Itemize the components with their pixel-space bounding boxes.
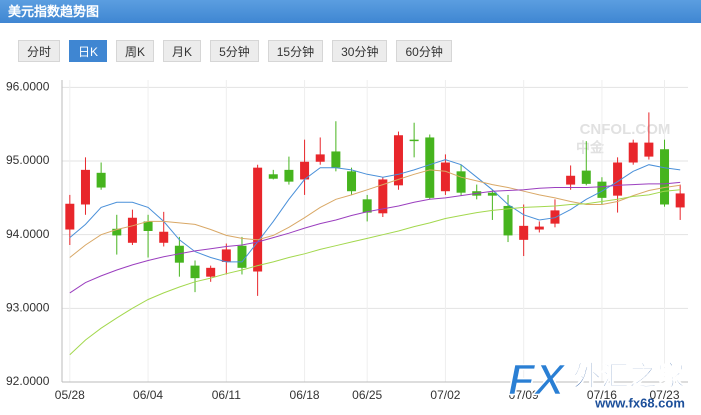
candle-body	[393, 135, 403, 186]
candle-body	[613, 162, 623, 196]
candle-body	[315, 154, 325, 162]
y-tick-label: 93.0000	[6, 301, 50, 315]
tab-bar: 分时 日K 周K 月K 5分钟 15分钟 30分钟 60分钟	[18, 40, 452, 62]
candle-body	[425, 137, 435, 198]
moving-average	[69, 181, 681, 294]
candle-body	[440, 162, 450, 192]
candle-body	[581, 170, 591, 184]
candle-body	[80, 169, 90, 205]
candle-body	[566, 175, 576, 185]
x-tick-label: 07/09	[509, 388, 539, 402]
candle-body	[409, 139, 419, 142]
candle-body	[534, 226, 544, 230]
x-tick-label: 05/28	[55, 388, 85, 402]
tab[interactable]: 日K	[69, 40, 108, 62]
candle-body	[456, 171, 466, 193]
candle-body	[331, 151, 341, 168]
x-tick-label: 06/18	[290, 388, 320, 402]
tab[interactable]: 周K	[116, 40, 155, 62]
candle-body	[221, 249, 231, 262]
candle-body	[519, 225, 529, 240]
candle-body	[347, 171, 357, 192]
tab[interactable]: 30分钟	[332, 40, 388, 62]
candle-body	[96, 172, 106, 188]
candle-body	[65, 203, 75, 230]
x-tick-label: 06/04	[133, 388, 163, 402]
logo-fx: FX	[508, 356, 567, 405]
x-tick-label: 06/11	[212, 388, 241, 402]
tab[interactable]: 60分钟	[396, 40, 452, 62]
candle-body	[487, 192, 497, 196]
watermark: CNFOL.COM 中金	[576, 121, 670, 156]
candle-body	[253, 167, 263, 272]
candle-body	[550, 210, 560, 224]
candle-body	[112, 228, 122, 236]
candle-body	[268, 174, 278, 179]
candle-body	[644, 142, 654, 157]
candle-body	[628, 142, 638, 163]
watermark-site-cn: 中金	[576, 140, 605, 156]
candle-body	[362, 199, 372, 213]
y-tick-label: 92.0000	[6, 374, 50, 388]
candle-body	[660, 149, 670, 205]
y-tick-label: 94.0000	[6, 227, 50, 241]
moving-average	[69, 189, 681, 356]
tab[interactable]: 15分钟	[267, 40, 324, 62]
x-tick-label: 07/02	[430, 388, 460, 402]
candle-body	[597, 181, 607, 198]
logo-cn: 外汇之家	[573, 359, 685, 391]
candle-body	[378, 179, 388, 214]
candle-body	[190, 265, 200, 279]
moving-average	[69, 169, 681, 258]
watermark-site: CNFOL.COM	[580, 121, 671, 138]
candle-body	[284, 169, 294, 182]
candle-body	[143, 221, 153, 231]
y-tick-label: 96.0000	[6, 80, 50, 94]
candle-body	[127, 217, 137, 243]
y-tick-label: 95.0000	[6, 153, 50, 167]
candle-body	[159, 231, 169, 243]
logo-url: www.fx68.com	[594, 395, 685, 410]
candle-body	[503, 205, 513, 236]
tab[interactable]: 分时	[18, 40, 61, 62]
tab[interactable]: 5分钟	[210, 40, 259, 62]
x-tick-label: 07/23	[650, 388, 680, 402]
candle-body	[237, 245, 247, 268]
tab[interactable]: 月K	[163, 40, 202, 62]
x-tick-label: 06/25	[352, 388, 382, 402]
x-tick-label: 07/16	[587, 388, 617, 402]
logo: FX 外汇之家 www.fx68.com	[507, 355, 685, 411]
candle-body	[675, 193, 685, 208]
candle-body	[206, 267, 216, 277]
candle-body	[300, 161, 310, 180]
header-title: 美元指数趋势图	[0, 0, 701, 23]
